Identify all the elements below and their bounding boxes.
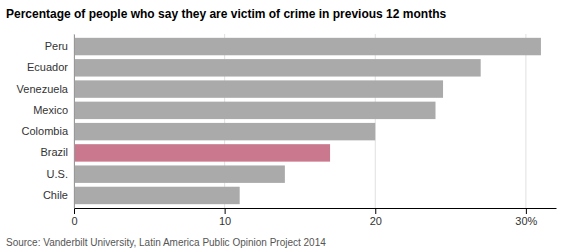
- grid-line: [525, 34, 526, 208]
- category-label: Colombia: [22, 125, 69, 137]
- value-axis: 0 10 20 30%: [71, 208, 556, 227]
- bar: [74, 59, 481, 76]
- tick: Venezuela: [17, 83, 74, 95]
- bar: [74, 38, 541, 55]
- category-label: Chile: [43, 189, 68, 201]
- chart-svg: 0 10 20 30% Chile U.S. Brazil Colombia Mexico Ven…: [0, 0, 580, 252]
- tick: Peru: [45, 40, 74, 52]
- tick: 0: [71, 208, 77, 227]
- tick: Brazil: [40, 146, 74, 158]
- category-label: Mexico: [33, 104, 68, 116]
- tick-label: 0: [71, 215, 77, 227]
- zero-line: [74, 35, 75, 209]
- category-axis: Chile U.S. Brazil Colombia Mexico Venezuela Ec…: [17, 35, 75, 209]
- category-label: Ecuador: [27, 61, 68, 73]
- chart-container: 0 10 20 30% Chile U.S. Brazil Colombia Mexico Ven…: [0, 0, 580, 252]
- plot-area: 0 10 20 30% Chile U.S. Brazil Colombia Mexico Ven…: [17, 34, 557, 227]
- tick-mark: [375, 208, 376, 214]
- tick: 20: [370, 208, 382, 227]
- tick: U.S.: [47, 168, 74, 180]
- tick-label: 30%: [515, 215, 537, 227]
- category-label: Peru: [45, 40, 68, 52]
- bar: [74, 102, 436, 119]
- tick: Chile: [43, 189, 74, 201]
- category-label: Brazil: [40, 146, 68, 158]
- grid-line: [74, 34, 75, 208]
- tick: 30%: [515, 208, 537, 227]
- source: Source: Vanderbilt University, Latin Ame…: [6, 237, 326, 248]
- tick-label: 20: [370, 215, 382, 227]
- title: Percentage of people who say they are vi…: [6, 7, 446, 21]
- tick-mark: [74, 208, 75, 214]
- bar: [74, 123, 375, 140]
- tick-mark: [225, 208, 226, 214]
- tick: 10: [219, 208, 231, 227]
- tick: Ecuador: [27, 61, 74, 73]
- axis-line: [75, 208, 557, 209]
- category-label: Venezuela: [17, 83, 69, 95]
- bars: [74, 38, 541, 204]
- tick-label: 10: [219, 215, 231, 227]
- tick: Colombia: [22, 125, 74, 137]
- grid: [74, 34, 526, 208]
- bar: [74, 165, 285, 182]
- bar: [74, 80, 443, 97]
- tick-mark: [526, 208, 527, 214]
- category-label: U.S.: [47, 168, 68, 180]
- bar: [74, 144, 330, 161]
- bar: [74, 187, 240, 204]
- tick: Mexico: [33, 104, 74, 116]
